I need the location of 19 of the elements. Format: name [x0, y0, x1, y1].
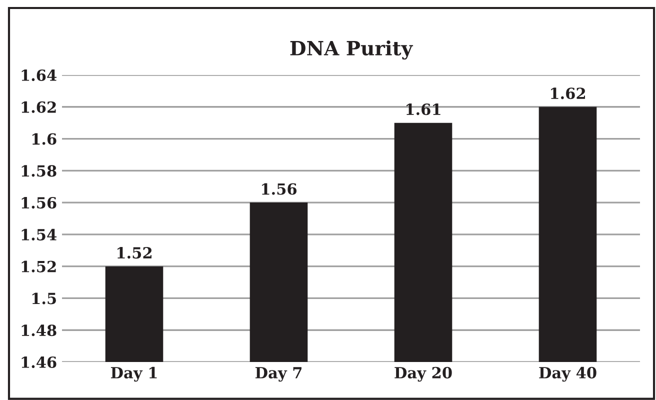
x-tick-label: Day 1	[110, 366, 157, 382]
x-tick-label: Day 40	[539, 366, 596, 382]
data-label: 1.56	[262, 183, 297, 195]
chart-title: DNA Purity	[290, 40, 414, 60]
y-tick-label: 1.5	[32, 292, 56, 304]
y-tick-label: 1.48	[22, 324, 56, 336]
y-tick-label: 1.58	[22, 165, 56, 177]
data-label: 1.61	[406, 104, 440, 116]
y-tick-label: 1.62	[22, 101, 56, 113]
y-tick-label: 1.56	[22, 197, 56, 209]
y-tick-label: 1.64	[22, 69, 57, 82]
y-tick-label: 1.52	[22, 260, 56, 272]
y-tick-label: 1.54	[22, 228, 57, 240]
y-tick-label: 1.46	[22, 356, 56, 368]
data-label: 1.62	[551, 88, 585, 100]
x-tick-label: Day 20	[394, 366, 452, 382]
x-tick-label: Day 7	[255, 367, 302, 382]
y-tick-label: 1.6	[32, 133, 56, 145]
data-label: 1.52	[118, 247, 152, 259]
